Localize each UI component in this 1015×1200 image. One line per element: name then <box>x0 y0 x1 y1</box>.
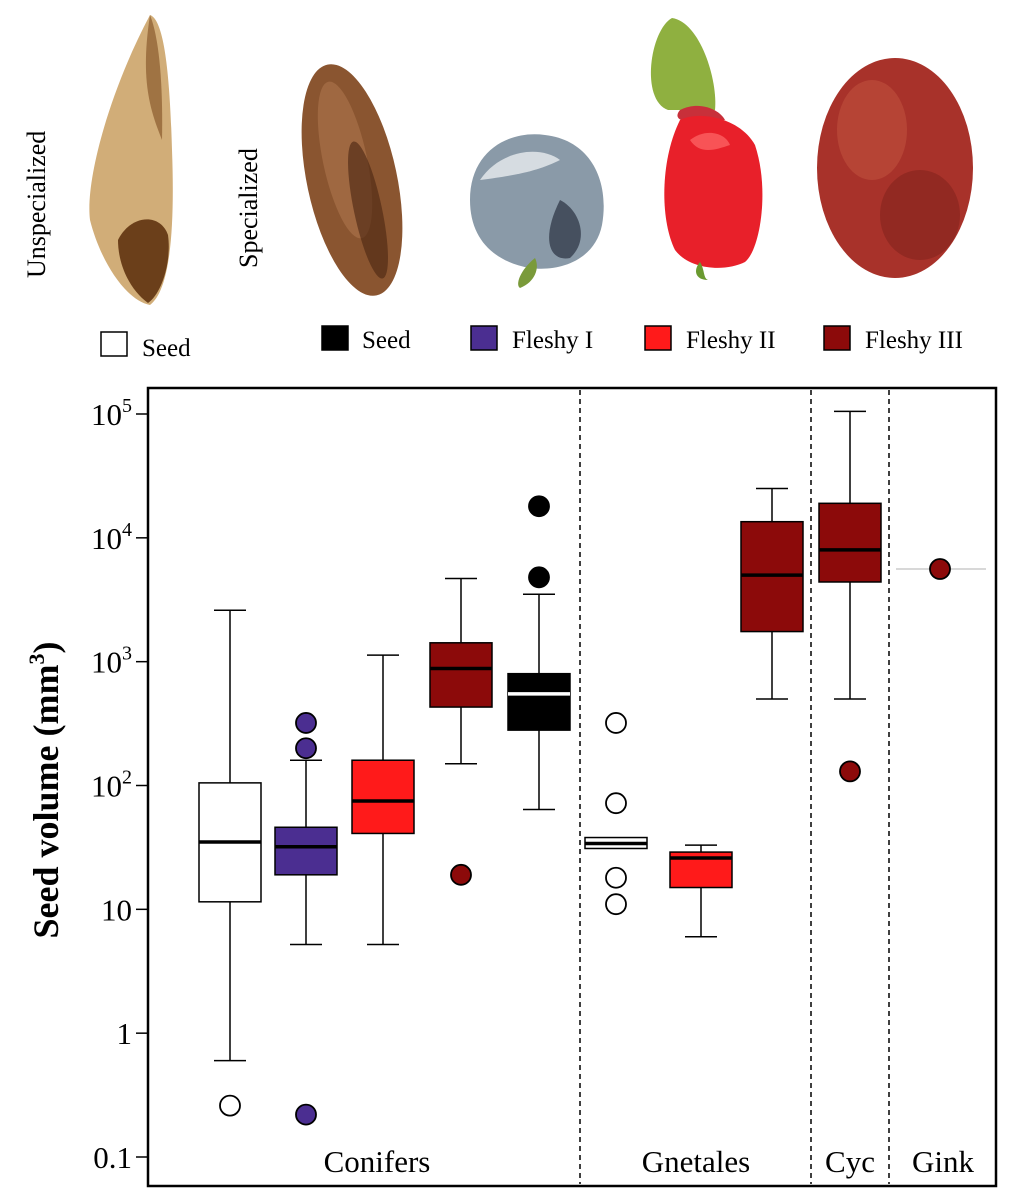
legend-swatch <box>823 325 851 351</box>
outlier-point <box>295 712 317 734</box>
outlier-point <box>528 566 550 589</box>
legend-item-seed-specialized: Seed <box>321 325 411 354</box>
box-iqr <box>274 826 338 876</box>
specialized-seed-photo <box>301 64 403 296</box>
y-axis-label-sup: 3 <box>24 654 49 665</box>
box-4 <box>429 577 493 886</box>
box-10 <box>896 558 986 580</box>
y-tick-label: 104 <box>91 519 132 556</box>
y-axis-label: Seed volume (mm3) <box>24 642 66 939</box>
box-iqr <box>818 502 882 583</box>
y-tick-label: 105 <box>91 395 132 432</box>
y-tick-label: 10 <box>101 892 132 927</box>
legend-item-fleshy-ii: Fleshy II <box>644 325 776 354</box>
y-tick-base: 1 <box>117 1016 133 1051</box>
y-tick-base: 0.1 <box>93 1140 132 1175</box>
plot-frame <box>146 386 998 1188</box>
legend-label: Seed <box>362 327 411 354</box>
outlier-point <box>605 792 627 815</box>
legend-label: Fleshy I <box>512 327 593 354</box>
box-7 <box>669 844 733 938</box>
outlier-point <box>295 737 317 760</box>
legend: Seed Seed Fleshy I Fleshy II Fleshy III <box>100 325 963 362</box>
outlier-point <box>295 1103 317 1126</box>
group-label-gink: Gink <box>912 1144 975 1179</box>
box-series <box>198 410 986 1126</box>
y-tick-base: 10 <box>91 397 122 432</box>
legend-label: Seed <box>142 335 191 362</box>
outlier-point <box>219 1094 241 1117</box>
legend-swatch <box>100 331 128 357</box>
box-5 <box>507 495 571 811</box>
legend-item-fleshy-iii: Fleshy III <box>823 325 963 354</box>
unspecialized-seed-photo <box>89 15 173 305</box>
box-6 <box>584 712 648 916</box>
outlier-point <box>605 866 627 889</box>
fleshy-i-photo <box>470 134 604 288</box>
outlier-point <box>605 712 627 734</box>
legend-swatch <box>321 325 349 351</box>
y-tick-exponent: 5 <box>122 395 132 417</box>
y-tick-exponent: 3 <box>122 643 132 665</box>
unspecialized-label: Unspecialized <box>22 131 51 278</box>
outlier-point <box>605 893 627 916</box>
outlier-point <box>450 863 472 886</box>
legend-label: Fleshy III <box>865 327 963 354</box>
group-label-gnetales: Gnetales <box>642 1144 750 1179</box>
outlier-point <box>528 495 550 518</box>
y-tick-base: 10 <box>91 521 122 556</box>
group-label-conifers: Conifers <box>324 1144 431 1179</box>
box-8 <box>740 487 804 700</box>
y-tick-base: 10 <box>101 892 132 927</box>
seed-photos <box>89 15 973 305</box>
box-iqr <box>507 672 571 731</box>
outlier-point <box>929 558 951 580</box>
y-tick-exponent: 2 <box>122 767 132 789</box>
y-tick-label: 102 <box>91 767 132 804</box>
box-iqr <box>351 759 415 835</box>
fleshy-ii-photo <box>650 18 763 280</box>
y-tick-base: 10 <box>91 645 122 680</box>
legend-item-seed-unspecialized: Seed <box>100 331 191 362</box>
outlier-point <box>839 760 861 783</box>
y-tick-exponent: 4 <box>122 519 132 541</box>
group-label-cyc: Cyc <box>825 1144 875 1179</box>
y-tick-base: 10 <box>91 769 122 804</box>
legend-swatch <box>470 325 498 351</box>
legend-label: Fleshy II <box>686 327 776 354</box>
box-iqr <box>429 642 493 708</box>
y-tick-label: 0.1 <box>93 1140 132 1175</box>
fleshy-iii-photo <box>817 58 973 278</box>
legend-item-fleshy-i: Fleshy I <box>470 325 593 354</box>
box-9 <box>818 410 882 783</box>
box-1 <box>198 609 262 1117</box>
y-tick-label: 103 <box>91 643 132 680</box>
legend-swatch <box>644 325 672 351</box>
y-tick-label: 1 <box>117 1016 133 1051</box>
box-3 <box>351 654 415 946</box>
specialized-label: Specialized <box>234 148 263 268</box>
box-2 <box>274 712 338 1126</box>
